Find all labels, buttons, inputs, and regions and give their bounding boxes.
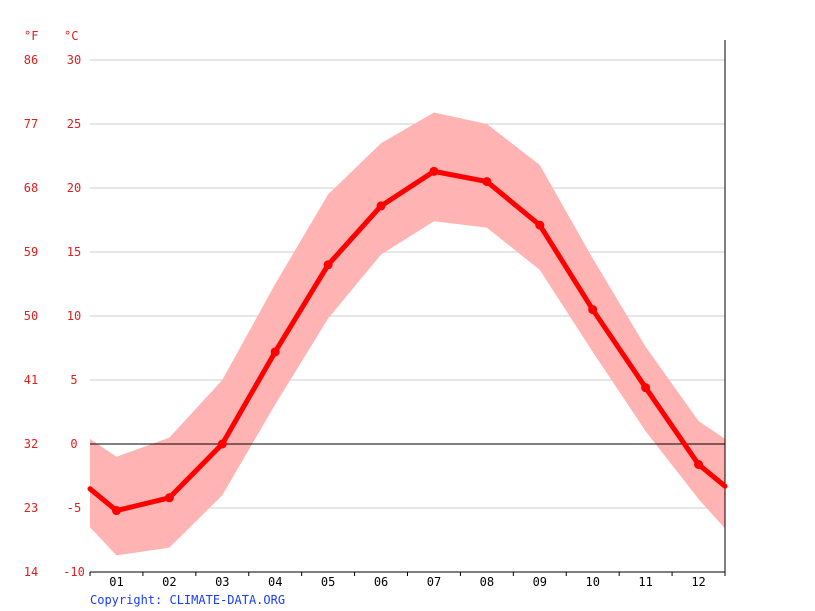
data-point-07 [429,166,439,176]
y-tick-celsius-label: 15 [67,245,81,259]
y-tick-celsius-label: 20 [67,181,81,195]
x-tick-label: 05 [321,575,335,589]
x-tick-label: 06 [374,575,388,589]
copyright-text[interactable]: Copyright: CLIMATE-DATA.ORG [90,593,286,607]
x-tick-label: 01 [109,575,123,589]
y-tick-fahrenheit-label: 86 [24,53,38,67]
y-tick-celsius-label: -5 [67,501,81,515]
average-temperature-series [87,166,728,516]
data-point-10 [588,305,598,315]
y-tick-fahrenheit-label: 68 [24,181,38,195]
x-tick-label: 03 [215,575,229,589]
average-temperature-line [87,168,728,514]
y-tick-celsius-label: 10 [67,309,81,323]
data-point-04 [270,347,280,357]
y-tick-fahrenheit-label: 50 [24,309,38,323]
x-tick-label: 11 [638,575,652,589]
data-point-03 [217,439,227,449]
x-tick-label: 12 [691,575,705,589]
data-point-02 [164,493,174,503]
x-tick-label: 04 [268,575,282,589]
y-tick-celsius-label: -10 [63,565,85,579]
x-tick-label: 07 [427,575,441,589]
y-tick-fahrenheit-label: 23 [24,501,38,515]
temperature-range-band [90,112,725,556]
data-point-12 [694,459,704,469]
y-tick-fahrenheit-label: 41 [24,373,38,387]
data-point-01 [111,506,121,516]
y-tick-fahrenheit-label: 32 [24,437,38,451]
y-tick-celsius-label: 5 [70,373,77,387]
data-point-05 [323,260,333,270]
x-tick-label: 10 [585,575,599,589]
temperature-range-area [90,112,725,556]
y-tick-celsius-label: 25 [67,117,81,131]
y-tick-fahrenheit-label: 77 [24,117,38,131]
data-point-11 [641,383,651,393]
y-tick-fahrenheit-label: 14 [24,565,38,579]
x-tick-label: 08 [480,575,494,589]
y-tick-fahrenheit-label: 59 [24,245,38,259]
data-point-06 [376,201,386,211]
x-tick-label: 09 [533,575,547,589]
x-tick-label: 02 [162,575,176,589]
data-point-08 [482,177,492,187]
unit-celsius-label: °C [64,29,78,43]
axis-labels: °F °C -10 14 -5 23 0 32 5 41 10 50 15 59 20 68 25 77 30 8… [24,29,706,589]
y-tick-celsius-label: 0 [70,437,77,451]
unit-fahrenheit-label: °F [24,29,38,43]
y-tick-celsius-label: 30 [67,53,81,67]
data-point-09 [535,220,545,230]
